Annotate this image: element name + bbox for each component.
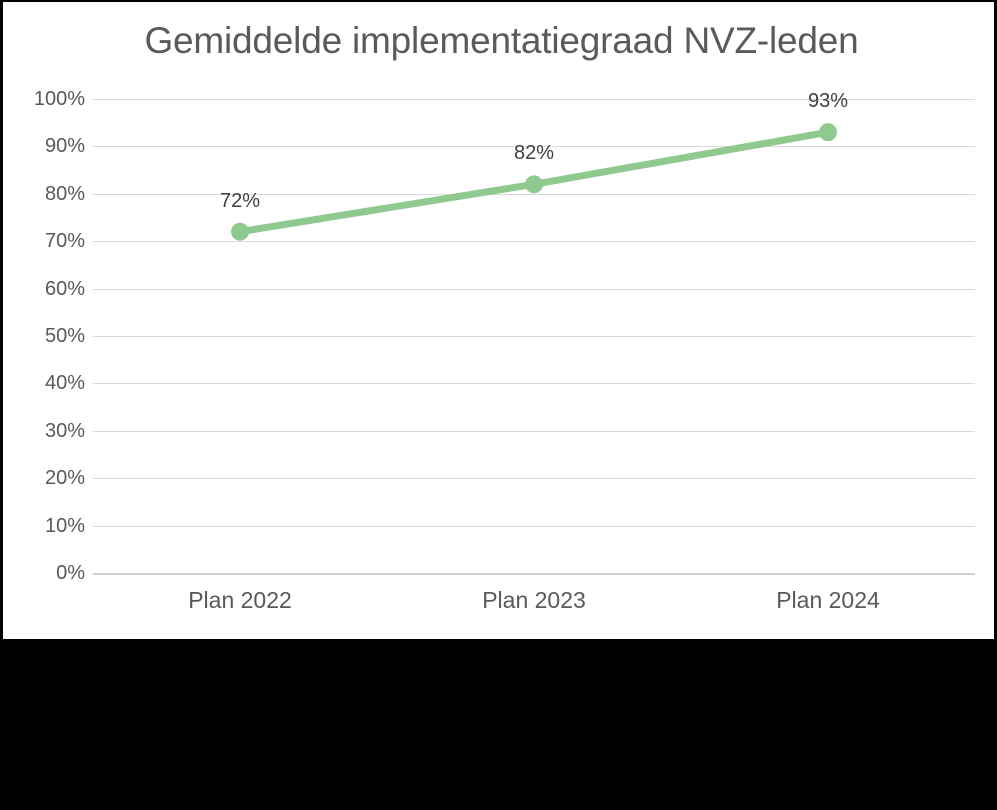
y-axis-tick-label: 50% xyxy=(44,325,85,347)
y-axis-tick-label: 90% xyxy=(44,135,85,158)
gridline xyxy=(93,288,975,290)
gridline xyxy=(93,525,975,527)
gridline xyxy=(93,430,975,432)
y-axis-tick-label: 40% xyxy=(44,372,85,395)
y-axis-tick-label: 20% xyxy=(44,467,85,490)
data-point-marker xyxy=(231,222,249,241)
gridline xyxy=(93,383,975,385)
y-axis-tick-label: 70% xyxy=(44,230,85,253)
y-axis-tick-label: 30% xyxy=(44,419,85,442)
gridline xyxy=(93,241,975,243)
data-point-label: 82% xyxy=(513,142,555,165)
x-axis-tick-label: Plan 2023 xyxy=(482,587,586,613)
plot-area xyxy=(93,99,975,575)
x-axis: Plan 2022 Plan 2023 Plan 2024 xyxy=(93,587,975,627)
chart-card: Gemiddelde implementatiegraad NVZ-leden … xyxy=(0,0,997,642)
y-axis: 100% 90% 80% 70% 60% 50% 40% 30% 20% 10% 0% xyxy=(3,88,85,584)
y-axis-tick-label: 10% xyxy=(44,514,85,537)
chart-title: Gemiddelde implementatiegraad NVZ-leden xyxy=(144,20,859,61)
series-markers-group xyxy=(231,123,837,241)
data-point-label: 72% xyxy=(219,189,261,212)
data-point-marker xyxy=(819,123,837,142)
gridline xyxy=(93,99,975,100)
y-axis-tick-label: 80% xyxy=(44,182,85,205)
data-point-label: 93% xyxy=(807,90,849,113)
x-axis-tick-label: Plan 2024 xyxy=(776,587,880,613)
x-axis-line xyxy=(93,573,975,575)
y-axis-tick-label: 60% xyxy=(44,277,85,300)
y-axis-tick-label: 100% xyxy=(33,88,85,110)
gridline xyxy=(93,146,975,148)
y-axis-tick-label: 0% xyxy=(56,562,85,584)
lower-black-panel xyxy=(0,642,997,810)
x-axis-tick-label: Plan 2022 xyxy=(188,587,292,613)
series-line-chart xyxy=(231,123,837,241)
gridline xyxy=(93,478,975,480)
gridline xyxy=(93,336,975,337)
data-point-marker xyxy=(525,175,543,194)
gridline xyxy=(93,193,975,195)
